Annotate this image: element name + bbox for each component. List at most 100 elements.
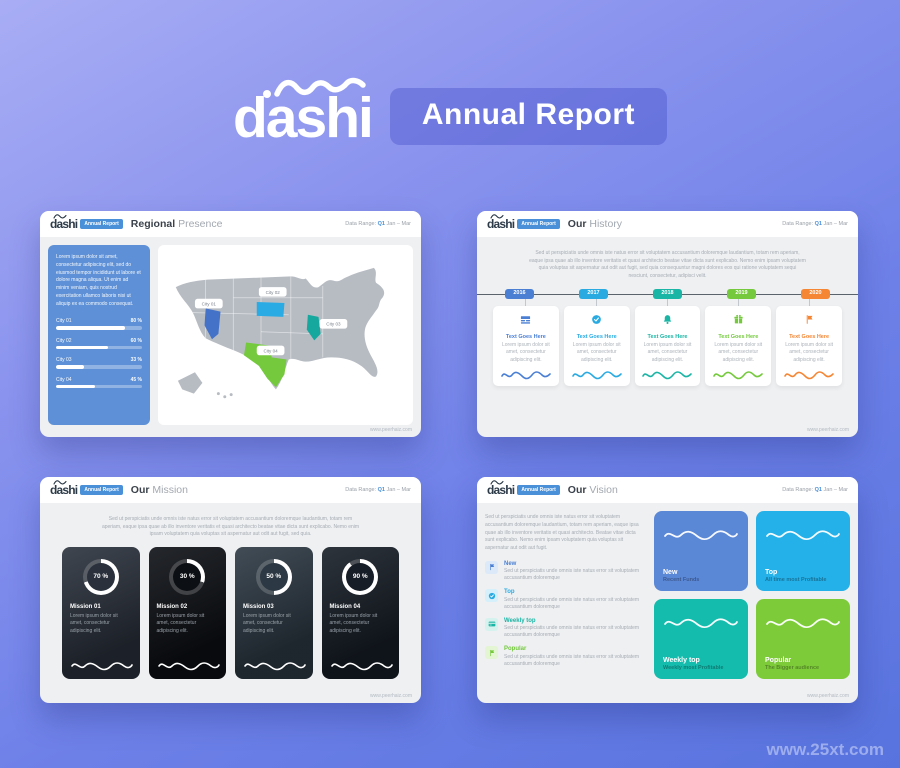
us-map-outline [175, 267, 385, 390]
milestone-card: Text Goes Here Lorem ipsum dolor sit ame… [776, 305, 842, 386]
bell-icon [662, 312, 673, 329]
mission-label: Mission 04 [329, 603, 361, 610]
credit-card-icon [485, 617, 498, 631]
vision-card: Top All time most Profitable [756, 511, 850, 591]
milestone-title: Text Goes Here [576, 333, 617, 340]
vision-card: Popular The Bigger audience [756, 599, 850, 679]
vision-card-grid: New Recent Funds Top All time most Profi… [654, 511, 850, 695]
progress-fill [56, 365, 85, 369]
panel-intro-text: Lorem ipsum dolor sit amet, consectetur … [56, 254, 141, 307]
progress-ring: 50 % [255, 558, 292, 595]
list-item-title: Top [504, 589, 515, 596]
timeline-connector [525, 298, 527, 306]
slide-our-vision[interactable]: dashi Annual Report Our Vision Data Rang… [477, 477, 858, 703]
milestone-text: Lorem ipsum dolor sit amet, consectetur … [714, 342, 763, 363]
slide-header: dashi Annual Report Regional Presence Da… [40, 211, 421, 237]
watermark: www.25xt.com [766, 740, 884, 759]
vision-card-subtitle: The Bigger audience [765, 665, 820, 671]
list-item: Weekly top Sed ut perspiciatis unde omni… [485, 617, 644, 640]
city-label: City 01 [56, 318, 72, 325]
slide-our-mission[interactable]: dashi Annual Report Our Mission Data Ran… [40, 477, 421, 703]
svg-text:City 03: City 03 [326, 322, 341, 327]
slide-title: Our Mission [130, 484, 188, 496]
slide-title: Regional Presence [130, 218, 223, 230]
state-city01 [204, 308, 221, 340]
sparkline [501, 370, 551, 380]
milestone-title: Text Goes Here [789, 333, 830, 340]
timeline-connector [808, 298, 810, 306]
sparkline [664, 618, 738, 629]
svg-text:City 02: City 02 [266, 290, 281, 295]
sparkline [71, 661, 133, 670]
flag-icon [804, 312, 815, 329]
data-range: Data Range: Q1 Jan – Mar [782, 487, 848, 493]
milestone-text: Lorem ipsum dolor sit amet, consectetur … [643, 342, 692, 363]
city-progress-list: City 01 80 % City 02 60 % City 03 33 % City… [56, 318, 142, 389]
mission-label: Mission 01 [70, 603, 101, 610]
mission-card: 30 % Mission 02 Lorem ipsum dolor sit am… [148, 546, 226, 679]
sparkline [157, 661, 220, 670]
state-city03 [306, 314, 321, 341]
alaska-shape [177, 372, 203, 394]
progress-row: City 04 45 % [56, 377, 142, 389]
list-item: New Sed ut perspiciatis unde omnis iste … [485, 560, 644, 583]
mini-logo-wave-icon [53, 480, 67, 485]
city-value: 45 % [130, 376, 142, 383]
mini-logo: dashi [487, 214, 515, 230]
us-map: City 01 City 02 City 03 City 04 [175, 267, 385, 399]
mini-logo-wave-icon [490, 214, 504, 219]
slide-body: Lorem ipsum dolor sit amet, consectetur … [40, 237, 421, 437]
mission-text: Lorem ipsum dolor sit amet, consectetur … [70, 612, 118, 634]
ring-value: 90 % [352, 573, 368, 580]
sparkline [713, 370, 764, 380]
sparkline [642, 370, 693, 380]
milestone-text: Lorem ipsum dolor sit amet, consectetur … [785, 342, 833, 363]
mini-badge: Annual Report [517, 219, 560, 229]
vision-card-title: Popular [765, 657, 792, 664]
slide-our-history[interactable]: dashi Annual Report Our History Data Ran… [477, 211, 858, 437]
progress-fill [56, 384, 95, 389]
list-item-text: Sed ut perspiciatis unde omnis iste natu… [504, 653, 640, 667]
timeline-connector [737, 298, 739, 306]
progress-fill [56, 326, 125, 330]
sparkline [571, 370, 622, 380]
vision-card-title: New [663, 569, 678, 576]
slide-regional-presence[interactable]: dashi Annual Report Regional Presence Da… [40, 211, 421, 437]
mini-logo-wave-icon [490, 480, 504, 485]
data-range: Data Range: Q1 Jan – Mar [345, 221, 411, 227]
city-value: 80 % [130, 318, 142, 325]
progress-row: City 02 60 % [56, 338, 142, 350]
mini-badge: Annual Report [80, 485, 123, 495]
list-item-text: Sed ut perspiciatis unde omnis iste natu… [504, 625, 640, 639]
map-pin: City 04 [256, 345, 285, 356]
year-pill: 2020 [801, 289, 830, 299]
mini-logo: dashi [50, 480, 78, 496]
timeline-connector [666, 298, 668, 306]
timeline-connector [596, 298, 598, 306]
list-item-text: Sed ut perspiciatis unde omnis iste natu… [504, 568, 640, 582]
progress-track [56, 384, 142, 389]
map-pin: City 03 [319, 319, 348, 329]
mission-card: 70 % Mission 01 Lorem ipsum dolor sit am… [62, 546, 140, 679]
map-pin: City 01 [194, 298, 223, 309]
mission-label: Mission 02 [156, 603, 188, 610]
timeline: 2016 2017 2018 2019 2020 [477, 289, 858, 299]
state-city02 [256, 301, 285, 317]
gift-icon [733, 312, 744, 329]
flag-icon [485, 560, 498, 574]
milestone-title: Text Goes Here [505, 333, 546, 340]
progress-fill [56, 345, 108, 350]
mission-label: Mission 03 [243, 603, 274, 610]
slide-body: Sed ut perspiciatis unde omnis iste natu… [40, 503, 421, 703]
sparkline [766, 618, 840, 629]
progress-track [56, 345, 142, 350]
city-label: City 04 [56, 376, 72, 383]
vision-card: Weekly top Weekly most Profitable [654, 599, 748, 679]
city-label: City 02 [56, 337, 72, 344]
slide-title: Our Vision [567, 484, 618, 496]
footer-url: www.peerhaiz.com [807, 693, 849, 699]
mission-card: 50 % Mission 03 Lorem ipsum dolor sit am… [235, 546, 313, 679]
mini-logo-wave-icon [53, 214, 67, 219]
slide-header: dashi Annual Report Our Mission Data Ran… [40, 477, 421, 503]
list-item-text: Sed ut perspiciatis unde omnis iste natu… [504, 596, 640, 610]
